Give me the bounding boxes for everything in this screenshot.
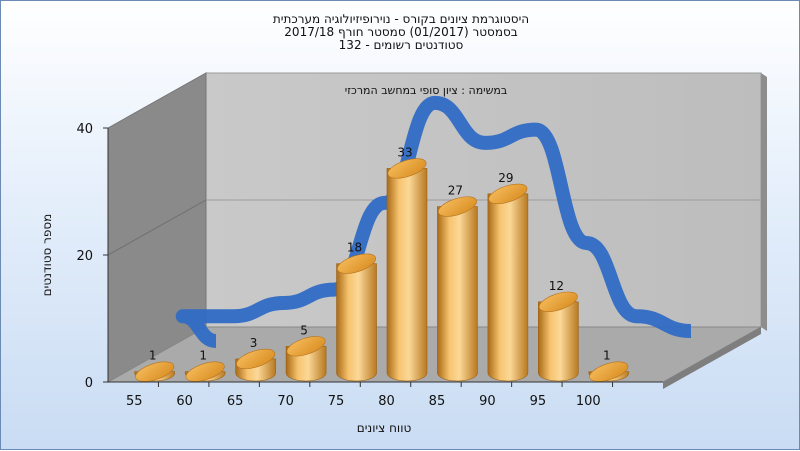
right-wall-strip bbox=[761, 73, 767, 331]
bar-cap bbox=[538, 291, 578, 312]
bar-cap bbox=[337, 253, 377, 274]
bar-cap bbox=[387, 158, 427, 179]
bar-value-label: 18 bbox=[347, 241, 362, 255]
trend-ribbon bbox=[175, 95, 692, 348]
bar-65: 3 bbox=[235, 336, 276, 382]
bar-cap bbox=[589, 361, 629, 382]
bar-60: 1 bbox=[184, 349, 226, 382]
bar-55: 1 bbox=[134, 349, 176, 382]
bar-80: 33 bbox=[386, 145, 428, 382]
curve-layer bbox=[175, 95, 692, 348]
bar-body bbox=[538, 301, 579, 382]
bar-value-label: 1 bbox=[149, 349, 157, 363]
bar-body bbox=[437, 206, 478, 382]
x-tick-label: 85 bbox=[429, 394, 446, 409]
bar-value-label: 33 bbox=[397, 145, 412, 159]
bar-100: 1 bbox=[588, 349, 630, 382]
chart-title-line-1: היסטוגרמת ציונים בקורס - נוירופיזיולוגיה… bbox=[273, 12, 529, 26]
bar-cap bbox=[135, 361, 175, 382]
y-tick-label: 0 bbox=[85, 376, 93, 391]
bar-value-label: 12 bbox=[549, 279, 564, 293]
x-tick-label: 80 bbox=[378, 394, 395, 409]
x-tick-label: 75 bbox=[328, 394, 345, 409]
floor-edge bbox=[663, 327, 761, 389]
chart-title-line-3: סטודנטים רשומים - 132 bbox=[339, 38, 464, 52]
bar-70: 5 bbox=[285, 323, 327, 382]
x-tick-label: 70 bbox=[277, 394, 294, 409]
bar-body bbox=[487, 193, 529, 382]
bar-value-label: 5 bbox=[300, 323, 308, 337]
bar-value-label: 27 bbox=[448, 184, 463, 198]
bar-value-label: 29 bbox=[498, 171, 513, 185]
x-axis-ticks: 55 60 65 70 75 80 85 90 95 100 bbox=[126, 382, 614, 409]
bar-95: 12 bbox=[538, 279, 579, 382]
gridlines bbox=[107, 199, 761, 256]
bar-body bbox=[336, 263, 377, 382]
bar-value-label: 1 bbox=[603, 349, 611, 363]
bar-body bbox=[386, 168, 428, 382]
bar-value-label: 1 bbox=[199, 349, 207, 363]
bar-85: 27 bbox=[437, 184, 478, 382]
bars-layer: 1 1 3 5 18 33 27 29 12 1 bbox=[134, 145, 630, 382]
x-axis-title: טווח ציונים bbox=[357, 421, 412, 435]
x-tick-label: 90 bbox=[479, 394, 496, 409]
bar-75: 18 bbox=[336, 241, 377, 382]
x-tick-label: 55 bbox=[126, 394, 143, 409]
y-axis-ticks: 0 20 40 bbox=[76, 122, 108, 391]
bar-cap bbox=[437, 196, 477, 217]
y-tick-label: 40 bbox=[76, 122, 93, 137]
bar-value-label: 3 bbox=[250, 336, 258, 350]
bar-cap bbox=[286, 336, 326, 357]
x-tick-label: 65 bbox=[227, 394, 244, 409]
bar-cap bbox=[488, 183, 528, 204]
y-tick-label: 20 bbox=[76, 249, 93, 264]
x-tick-label: 95 bbox=[530, 394, 547, 409]
bar-90: 29 bbox=[487, 171, 529, 382]
y-axis-title: מספר סטודנטים bbox=[40, 214, 54, 297]
x-tick-label: 60 bbox=[176, 394, 193, 409]
bar-cap bbox=[185, 361, 225, 382]
gridline-left bbox=[107, 199, 207, 256]
chart-title-line-2: בסמסטר (01/2017) סמסטר חורף 2017/18 bbox=[284, 25, 517, 39]
bar-cap bbox=[236, 348, 276, 370]
x-tick-label: 100 bbox=[576, 394, 601, 409]
chart-subtitle: במשימה : ציון סופי במחשב המרכזי bbox=[345, 84, 508, 97]
